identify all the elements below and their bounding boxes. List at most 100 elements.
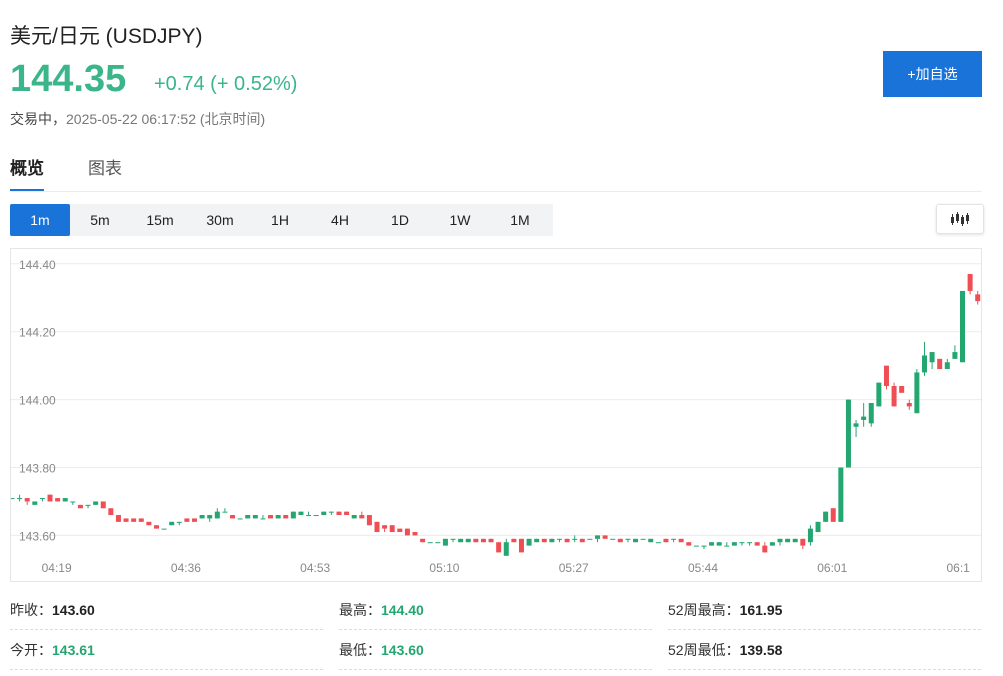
candle-body [701,545,707,547]
candle-body [564,538,570,543]
candle-body [176,521,182,523]
x-tick-label: 05:10 [429,561,459,575]
stat-value: 144.40 [381,601,424,618]
tab-overview[interactable]: 概览 [10,154,44,192]
candle-body [534,538,540,543]
candle-body [47,494,53,502]
candle-body [214,511,220,519]
interval-5m[interactable]: 5m [90,212,110,228]
candle-body [344,511,350,516]
candle-body [321,511,327,516]
candle-body [602,535,608,539]
candle-body [62,498,68,502]
candle-body [686,542,692,546]
candle-body [655,542,661,544]
add-to-watchlist-button[interactable]: +加自选 [883,51,982,97]
interval-1w[interactable]: 1W [449,212,471,228]
candle-body [944,362,950,370]
x-tick-label: 05:27 [559,561,589,575]
interval-4h[interactable]: 4H [331,212,349,228]
stat-label: 52周最高： [668,601,740,618]
candle-body [975,294,981,302]
candle-body [625,538,631,540]
candle-body [389,525,395,533]
candle-body [420,538,426,543]
y-tick-label: 143.80 [19,462,56,476]
candle-body [845,399,851,468]
x-tick-label: 06:01 [817,561,847,575]
x-tick-label: 04:36 [171,561,201,575]
candlestick-icon [951,212,969,226]
candle-body [830,508,836,522]
candle-body [153,525,159,529]
candle-body [237,518,243,520]
stat-value: 139.58 [739,641,783,658]
candle-body [336,511,342,516]
price-chart[interactable]: 144.40 144.20 144.00 143.80 143.60 04:19 04:36… [10,248,982,582]
interval-1m[interactable]: 1m [10,204,70,236]
candle-body [283,515,289,519]
candle-body [93,501,99,505]
candle-body [762,545,768,553]
stat-52w-low: 52周最低： 139.58 [668,630,981,670]
stat-value: 143.61 [52,641,95,658]
candle-body [290,511,296,519]
candle-body [967,273,973,291]
candle-body [914,372,920,414]
candle-body [648,538,654,543]
chart-type-button[interactable] [936,204,984,234]
x-tick-label: 04:19 [42,561,72,575]
interval-15m[interactable]: 15m [146,212,174,228]
interval-1d[interactable]: 1D [391,212,409,228]
candle-body [100,501,106,509]
candle-body [465,538,471,543]
tab-chart[interactable]: 图表 [88,159,122,178]
candle-body [146,521,152,526]
candle-body [191,518,197,522]
candle-body [85,504,91,506]
candle-body [382,525,388,529]
interval-1h[interactable]: 1H [271,212,289,228]
y-tick-label: 144.20 [19,326,56,340]
candle-body [268,515,274,519]
candle-body [351,515,357,519]
candle-body [24,498,30,502]
candle-body [222,511,228,513]
candle-body [579,538,585,543]
candle-body [960,290,966,363]
candle-body [731,542,737,546]
candle-body [921,355,927,373]
candle-body [541,538,547,543]
candle-body [876,382,882,407]
candle-body [823,511,829,522]
candle-body [366,515,372,526]
stat-prev-close: 昨收： 143.60 [10,590,323,630]
candle-body [671,538,677,540]
candle-body [572,538,578,540]
candle-body [785,538,791,543]
candle-body [184,518,190,522]
candle-body [899,386,905,393]
candle-body [906,403,912,407]
candle-body [503,542,509,556]
y-tick-label: 143.60 [19,529,56,543]
candle-body [207,515,213,519]
stat-label: 今开： [10,641,52,658]
stat-label: 最低： [339,641,381,658]
candle-body [929,352,935,363]
stat-value: 161.95 [739,601,783,618]
candle-body [595,535,601,539]
candle-body [891,386,897,407]
interval-1mo[interactable]: 1M [510,212,530,228]
candle-body [199,515,205,519]
candle-body [617,538,623,543]
candle-body [496,542,502,553]
candle-body [328,511,334,513]
price-change: +0.74 (+ 0.52%) [154,73,298,95]
interval-selector: 1m 5m 15m 30m 1H 4H 1D 1W 1M [10,204,553,236]
candle-body [587,538,593,540]
candle-body [123,518,129,522]
candle-body [754,542,760,546]
candle-body [17,498,23,500]
interval-30m[interactable]: 30m [206,212,234,228]
